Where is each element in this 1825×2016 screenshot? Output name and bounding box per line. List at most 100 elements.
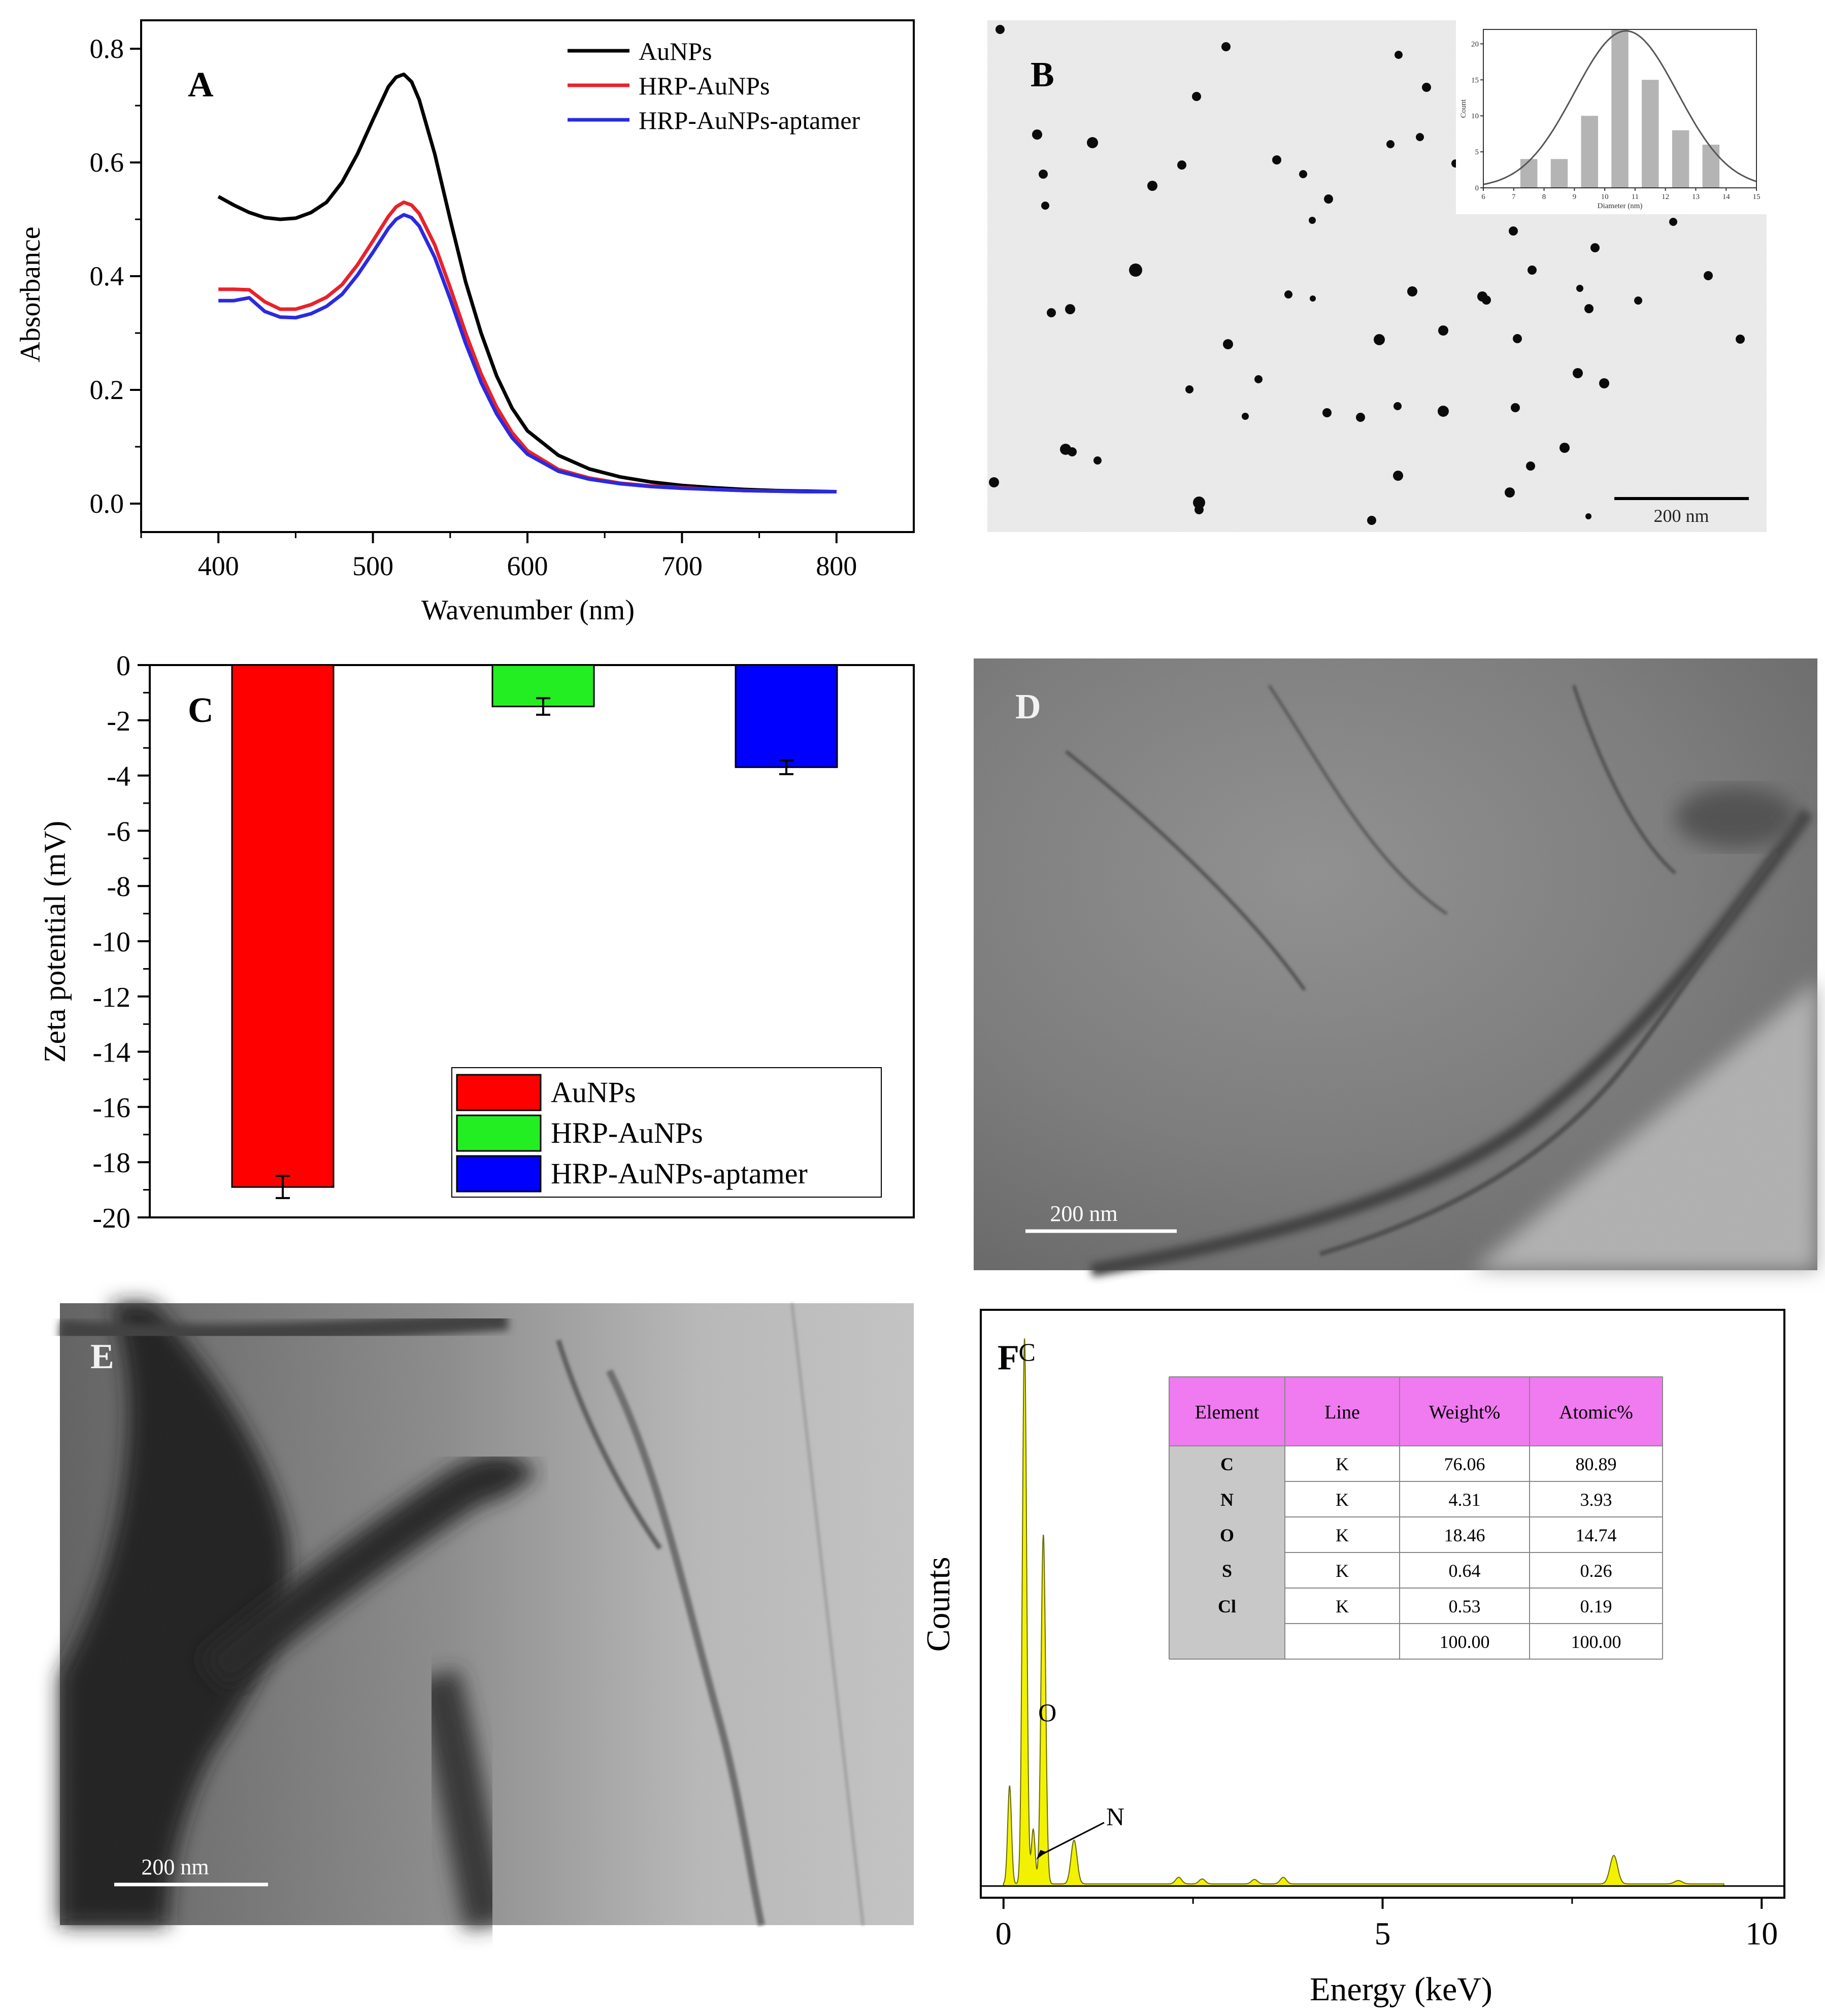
panel-b-inset-y-tick-label: 15 <box>1471 76 1479 84</box>
panel-b-nanoparticle <box>1704 271 1713 280</box>
panel-c-legend-label: AuNPs <box>551 1076 636 1109</box>
panel-b-inset-x-tick-label: 12 <box>1662 193 1669 201</box>
panel-f-spectrum-area <box>1003 1338 1724 1887</box>
panel-b-nanoparticle <box>1147 181 1157 191</box>
panel-b-nanoparticle <box>1185 385 1193 393</box>
panel-b-nanoparticle <box>1177 160 1186 170</box>
panel-a-legend-label: HRP-AuNPs-aptamer <box>639 106 860 135</box>
panel-b-inset-histogram-bar <box>1550 159 1568 188</box>
panel-b-nanoparticle <box>1194 505 1204 514</box>
panel-b-inset-y-axis-label: Count <box>1459 99 1468 118</box>
panel-c-zeta-potential-chart: 0 -2 -4 -6 -8 -10 -12 -14 -16 -18 -20 C AuNPs HRP-A… <box>38 650 915 1234</box>
panel-b-nanoparticle <box>1511 403 1520 412</box>
panel-b-nanoparticle <box>1093 456 1102 465</box>
panel-b-nanoparticle <box>1669 218 1677 226</box>
panel-c-legend-swatch <box>456 1074 542 1111</box>
panel-c-y-tick-label: -18 <box>92 1147 130 1179</box>
panel-b-nanoparticle <box>1254 375 1263 383</box>
panel-a-x-tick-label: 600 <box>507 551 548 581</box>
panel-f-table-cell: 0.53 <box>1449 1596 1481 1616</box>
panel-b-nanoparticle <box>1299 170 1307 178</box>
panel-b-inset-x-tick-label: 11 <box>1632 193 1639 201</box>
panel-b-tem-image: B 200 nm 6 7 8 9 10 11 12 13 14 15 0 5 10 15 20 Diamete… <box>987 20 1767 532</box>
panel-a-x-tick-label: 500 <box>352 551 393 581</box>
panel-f-table-cell: K <box>1336 1596 1349 1616</box>
panel-b-nanoparticle <box>1284 290 1292 299</box>
panel-f-table-header-background <box>1169 1377 1663 1446</box>
panel-b-inset-background <box>1456 20 1767 214</box>
panel-d-scale-bar-label: 200 nm <box>1050 1201 1117 1226</box>
panel-f-composition-table: Element Line Weight% Atomic% C K 76.06 80.89 N K 4… <box>1169 1376 1663 1660</box>
panel-c-legend-swatch <box>456 1114 542 1152</box>
panel-b-nanoparticle <box>1509 226 1518 236</box>
panel-c-legend-swatch <box>456 1155 542 1193</box>
panel-b-nanoparticle <box>1356 413 1365 422</box>
panel-f-peak-label-o: O <box>1038 1698 1056 1727</box>
panel-f-table-header-cell: Atomic% <box>1559 1402 1633 1423</box>
panel-b-nanoparticle <box>1374 334 1385 345</box>
panel-c-y-tick-label: -4 <box>107 761 130 792</box>
panel-a-legend-label: AuNPs <box>639 37 712 65</box>
panel-b-nanoparticle <box>1242 413 1249 420</box>
panel-a-x-tick-label: 700 <box>661 551 703 581</box>
panel-f-table-cell: 0.19 <box>1580 1596 1612 1616</box>
panel-a-letter: A <box>188 65 214 105</box>
panel-f-table-cell: 0.26 <box>1580 1561 1612 1581</box>
panel-b-nanoparticle <box>1505 487 1515 498</box>
panel-b-nanoparticle <box>1599 378 1609 388</box>
panel-c-y-tick-label: -8 <box>107 871 130 903</box>
panel-b-nanoparticle <box>996 25 1005 34</box>
panel-f-table-cell: K <box>1336 1490 1349 1510</box>
panel-b-inset-histogram-bar <box>1581 116 1598 188</box>
panel-b-nanoparticle <box>1585 513 1591 519</box>
panel-b-nanoparticle <box>1559 443 1570 453</box>
panel-c-bar-hrp-aunps-aptamer <box>735 664 838 768</box>
panel-f-peak-label-n: N <box>1106 1802 1124 1831</box>
panel-f-table-cell: 100.00 <box>1440 1632 1490 1652</box>
panel-c-y-tick-label: -10 <box>92 927 130 958</box>
panel-b-nanoparticle <box>1513 334 1522 343</box>
panel-c-y-tick-label: -6 <box>107 816 130 847</box>
panel-f-table-cell: S <box>1222 1561 1232 1581</box>
panel-f-table-cell: Cl <box>1218 1596 1236 1616</box>
panel-f-peak-label-c: C <box>1018 1338 1035 1366</box>
panel-c-y-tick-label: -12 <box>92 982 130 1013</box>
panel-b-scale-bar-label: 200 nm <box>1653 506 1709 526</box>
panel-b-nanoparticle <box>1438 325 1448 336</box>
panel-c-y-axis-label: Zeta potential (mV) <box>38 821 72 1063</box>
panel-b-nanoparticle <box>1129 263 1142 277</box>
panel-b-nanoparticle <box>1087 137 1098 148</box>
panel-b-inset-y-tick-label: 0 <box>1475 184 1479 192</box>
panel-f-table-header-cell: Line <box>1324 1402 1360 1423</box>
panel-f-letter: F <box>998 1338 1019 1377</box>
panel-f-table-cell: C <box>1220 1454 1234 1474</box>
panel-b-nanoparticle <box>1221 42 1231 51</box>
panel-b-nanoparticle <box>1068 447 1077 456</box>
panel-b-nanoparticle <box>1065 304 1075 314</box>
panel-b-inset-x-tick-label: 6 <box>1481 193 1485 201</box>
panel-a-series-line-aunps <box>217 72 837 493</box>
panel-b-nanoparticle <box>1482 295 1491 305</box>
panel-f-table-cell: K <box>1336 1525 1349 1545</box>
panel-f-table-cell: 0.64 <box>1449 1561 1481 1581</box>
panel-b-nanoparticle <box>1039 170 1048 179</box>
panel-b-nanoparticle <box>1584 304 1594 313</box>
panel-f-table-cell: N <box>1220 1490 1234 1510</box>
panel-b-nanoparticle <box>1393 402 1402 410</box>
panel-b-size-distribution-inset: 6 7 8 9 10 11 12 13 14 15 0 5 10 15 20 Diameter (nm) Cou… <box>1456 20 1767 214</box>
panel-b-inset-histogram-bar <box>1672 130 1689 188</box>
panel-a-y-tick-label: 0.8 <box>90 34 124 64</box>
panel-f-peak-pointer-head <box>1036 1850 1047 1860</box>
panel-a-y-axis-label: Absorbance <box>15 226 46 362</box>
panel-f-table-element-column-background <box>1169 1446 1285 1659</box>
panel-b-inset-histogram-bar <box>1702 144 1720 188</box>
panel-a-x-axis-label: Wavenumber (nm) <box>421 594 635 626</box>
panel-f-eds-chart: 0 5 10 F CON Element Line Weight% Atomic%C K 76… <box>920 1309 1785 2008</box>
panel-a-y-tick-label: 0.4 <box>90 261 124 291</box>
panel-f-table-cell: 14.74 <box>1576 1525 1617 1545</box>
panel-b-nanoparticle <box>1736 335 1745 344</box>
panel-b-letter: B <box>1031 55 1054 94</box>
panel-f-table-header-cell: Weight% <box>1429 1402 1500 1423</box>
panel-c-y-tick-label: -16 <box>92 1092 130 1123</box>
panel-a-y-tick-label: 0.2 <box>90 375 124 405</box>
